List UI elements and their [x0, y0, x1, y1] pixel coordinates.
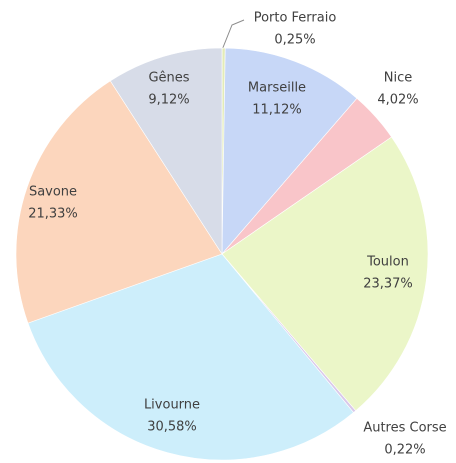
slice-value-label: 21,33%	[28, 207, 78, 222]
slice-value-label: 4,02%	[377, 93, 418, 108]
slice-label: Toulon	[366, 255, 409, 270]
slice-value-label: 30,58%	[147, 420, 197, 435]
slice-value-label: 9,12%	[148, 93, 189, 108]
slice-label: Marseille	[248, 81, 306, 96]
leader-line	[221, 19, 245, 51]
slice-label: Porto Ferraio	[254, 11, 337, 26]
slice-label: Nice	[384, 71, 412, 86]
slice-label: Gênes	[148, 71, 189, 86]
pie-slice	[221, 47, 358, 255]
slice-value-label: 0,25%	[274, 33, 315, 48]
slice-label: Autres Corse	[363, 421, 446, 436]
slice-value-label: 0,22%	[384, 443, 425, 458]
pie-slice	[221, 136, 429, 412]
pie-slice	[15, 80, 223, 324]
slice-value-label: 23,37%	[363, 277, 413, 292]
pie-slice	[27, 253, 354, 461]
slice-value-label: 11,12%	[252, 103, 302, 118]
pie-slice	[109, 47, 223, 256]
slice-label: Savone	[29, 185, 77, 200]
slice-label: Livourne	[144, 398, 200, 413]
